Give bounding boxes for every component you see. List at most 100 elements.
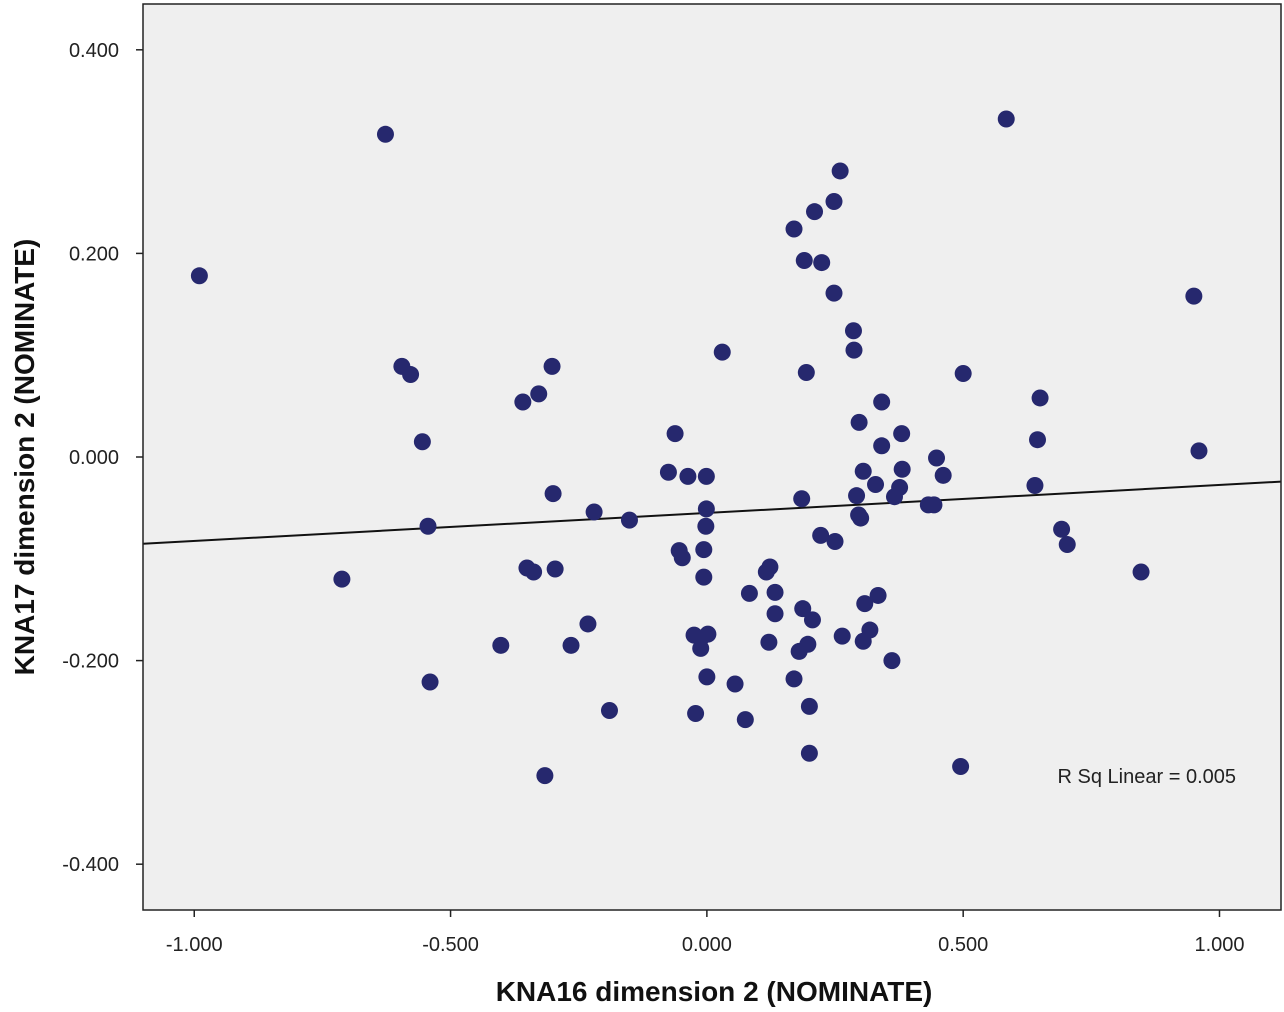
data-point: [800, 697, 818, 715]
y-axis-ticks: -0.400 -0.200 0.000 0.200 0.400: [62, 40, 143, 876]
data-point: [713, 343, 731, 361]
data-point: [699, 625, 717, 643]
data-point: [856, 595, 874, 613]
data-point: [766, 583, 784, 601]
data-point: [852, 509, 870, 527]
data-point: [850, 413, 868, 431]
data-point: [1026, 477, 1044, 495]
data-point: [579, 615, 597, 633]
data-point: [954, 365, 972, 383]
data-point: [873, 437, 891, 455]
data-point: [883, 652, 901, 670]
data-point: [893, 460, 911, 478]
y-tick-label: 0.200: [69, 243, 119, 265]
data-point: [492, 636, 510, 654]
data-point: [893, 425, 911, 443]
data-point: [825, 284, 843, 302]
data-point: [600, 701, 618, 719]
data-point: [766, 605, 784, 623]
data-point: [803, 611, 821, 629]
data-point: [419, 517, 437, 535]
data-point: [666, 425, 684, 443]
data-point: [869, 586, 887, 604]
x-tick-label: -1.000: [166, 934, 223, 956]
data-point: [848, 487, 866, 505]
data-points: [190, 110, 1208, 785]
data-point: [934, 466, 952, 484]
data-point: [514, 393, 532, 411]
data-point: [413, 433, 431, 451]
y-tick-label: 0.400: [69, 40, 119, 62]
data-point: [760, 633, 778, 651]
data-point: [740, 584, 758, 602]
data-point: [891, 479, 909, 497]
data-point: [845, 341, 863, 359]
data-point: [794, 600, 812, 618]
data-point: [813, 254, 831, 272]
data-point: [800, 744, 818, 762]
r-squared-annotation: R Sq Linear = 0.005: [1058, 766, 1236, 788]
data-point: [1185, 287, 1203, 305]
data-point: [692, 639, 710, 657]
data-point: [1029, 431, 1047, 449]
data-point: [1190, 442, 1208, 460]
data-point: [795, 252, 813, 270]
data-point: [861, 621, 879, 639]
data-point: [695, 568, 713, 586]
data-point: [421, 673, 439, 691]
data-point: [793, 490, 811, 508]
data-point: [928, 449, 946, 467]
data-point: [544, 485, 562, 503]
data-point: [402, 366, 420, 384]
data-point: [562, 636, 580, 654]
data-point: [190, 267, 208, 285]
data-point: [536, 767, 554, 785]
x-tick-label: 0.000: [682, 934, 732, 956]
data-point: [799, 635, 817, 653]
data-point: [525, 563, 543, 581]
data-point: [785, 670, 803, 688]
data-point: [844, 322, 862, 340]
data-point: [1031, 389, 1049, 407]
data-point: [867, 475, 885, 493]
data-point: [812, 526, 830, 544]
data-point: [333, 570, 351, 588]
x-tick-label: -0.500: [422, 934, 479, 956]
data-point: [925, 496, 943, 514]
data-point: [952, 757, 970, 775]
x-axis-title: KNA16 dimension 2 (NOMINATE): [496, 976, 933, 1007]
x-tick-label: 1.000: [1194, 934, 1244, 956]
data-point: [530, 385, 548, 403]
data-point: [833, 627, 851, 645]
data-point: [1058, 536, 1076, 554]
data-point: [697, 467, 715, 485]
data-point: [698, 668, 716, 686]
plot-background: [143, 4, 1281, 910]
data-point: [546, 560, 564, 578]
data-point: [697, 500, 715, 518]
data-point: [831, 162, 849, 180]
data-point: [785, 220, 803, 238]
data-point: [620, 511, 638, 529]
data-point: [659, 463, 677, 481]
data-point: [543, 357, 561, 375]
data-point: [826, 532, 844, 550]
data-point: [806, 203, 824, 221]
data-point: [854, 462, 872, 480]
data-point: [736, 711, 754, 729]
data-point: [997, 110, 1015, 128]
data-point: [679, 467, 697, 485]
data-point: [825, 192, 843, 210]
data-point: [673, 549, 691, 567]
data-point: [687, 705, 705, 723]
x-axis-ticks: -1.000 -0.500 0.000 0.500 1.000: [166, 910, 1245, 956]
data-point: [376, 125, 394, 143]
data-point: [585, 503, 603, 521]
data-point: [695, 541, 713, 559]
y-tick-label: 0.000: [69, 447, 119, 469]
data-point: [797, 364, 815, 382]
data-point: [873, 393, 891, 411]
y-axis-title: KNA17 dimension 2 (NOMINATE): [9, 239, 40, 676]
data-point: [726, 675, 744, 693]
